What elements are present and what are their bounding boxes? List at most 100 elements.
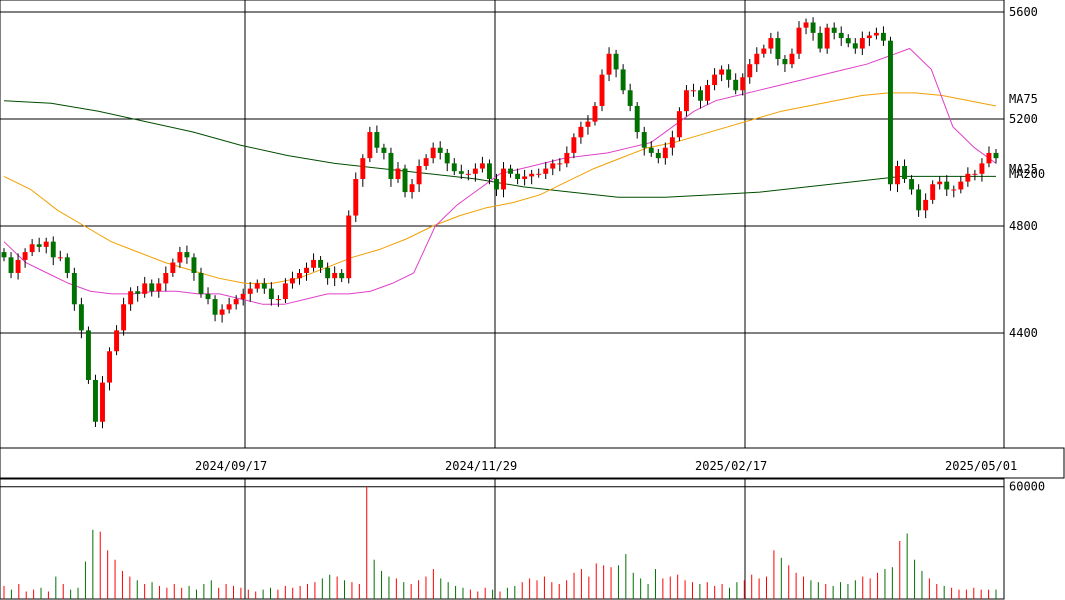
candle-body (522, 176, 528, 180)
candle-body (909, 179, 915, 190)
candle-body (78, 304, 84, 331)
candle-body (1, 252, 7, 258)
candle-body (536, 173, 542, 175)
date-tick-label-3: 2025/05/01 (945, 459, 1017, 473)
candle-body (733, 79, 739, 91)
candle-body (43, 241, 49, 247)
candle-body (360, 158, 366, 180)
candle-body (29, 244, 35, 253)
volume-y-axis: 60000 (1009, 480, 1045, 494)
candle-body (627, 90, 633, 106)
candle-body (880, 32, 886, 41)
price-y-axis: 4400 4800 5200 5600 (1009, 5, 1038, 340)
candle-body (339, 272, 345, 279)
candle-body (15, 259, 21, 273)
candle-body (367, 132, 373, 159)
candle-body (838, 32, 844, 39)
candle-body (705, 85, 711, 101)
candle-body (803, 22, 809, 28)
candle-body (289, 278, 295, 284)
candle-body (409, 184, 415, 193)
candle-body (606, 53, 612, 75)
candle-body (585, 121, 591, 127)
legend-label-ma75: MA75 (1009, 92, 1038, 106)
candle-body (381, 147, 387, 153)
candle-body (712, 74, 718, 86)
candle-body (691, 90, 696, 92)
candle-body (486, 163, 492, 180)
candle-body (282, 283, 288, 300)
candle-body (754, 53, 760, 65)
candle-body (64, 257, 70, 273)
candle-body (501, 168, 506, 190)
candle-body (233, 299, 239, 305)
candle-body (564, 152, 570, 164)
candle-body (993, 152, 999, 159)
candle-body (416, 165, 422, 185)
candle-body (177, 252, 183, 263)
price-grid (0, 0, 1004, 448)
candle-body (923, 199, 929, 211)
candle-body (50, 241, 56, 258)
candle-body (529, 173, 535, 177)
volume-bars (3, 486, 997, 599)
candle-body (437, 147, 443, 153)
candle-body (71, 272, 77, 305)
price-tick-label-2: 5200 (1009, 112, 1038, 126)
candle-body (655, 152, 661, 159)
candle-body (866, 35, 872, 39)
candle-body (388, 152, 394, 180)
candle-body (895, 165, 900, 185)
candle-body (669, 137, 675, 148)
candle-body (472, 168, 478, 174)
candle-body (423, 158, 429, 166)
candle-body (395, 168, 401, 180)
candle-body (937, 181, 943, 185)
candle-body (184, 252, 190, 258)
candle-body (641, 132, 647, 148)
candle-body (311, 259, 317, 268)
candle-body (8, 257, 14, 273)
candle-body (479, 163, 485, 169)
candle-body (318, 259, 324, 268)
candle-body (494, 179, 499, 190)
candle-body (550, 163, 556, 169)
candle-body (275, 299, 281, 301)
candle-body (726, 69, 732, 80)
legend-label-ma200: MA200 (1009, 167, 1045, 181)
candle-body (958, 181, 964, 190)
candle-body (698, 90, 703, 101)
candle-body (789, 53, 795, 65)
candle-body (36, 244, 42, 247)
candle-body (198, 272, 204, 294)
date-tick-label-1: 2024/11/29 (445, 459, 517, 473)
candle-body (852, 43, 858, 49)
candle-body (676, 111, 682, 138)
candle-body (325, 267, 331, 279)
candle-body (353, 179, 359, 216)
candle-body (613, 53, 619, 70)
candle-body (578, 126, 584, 138)
candle-body (796, 27, 802, 54)
candle-body (114, 330, 120, 352)
candle-body (247, 288, 253, 294)
candle-body (22, 252, 28, 260)
candle-body (930, 184, 936, 200)
candle-body (254, 283, 260, 289)
candle-body (824, 27, 830, 49)
candle-body (332, 272, 338, 279)
volume-plot-area (0, 478, 1005, 600)
candle-body (944, 181, 950, 190)
candle-body (444, 152, 450, 164)
date-tick-label-2: 2025/02/17 (695, 459, 767, 473)
candle-body (662, 147, 668, 159)
candle-body (515, 173, 521, 180)
candle-body (85, 330, 91, 380)
candle-body (965, 173, 971, 182)
candle-body (648, 147, 654, 153)
candle-body (972, 173, 978, 175)
candle-body (747, 64, 753, 78)
volume-panel: 60000 (0, 478, 1045, 600)
